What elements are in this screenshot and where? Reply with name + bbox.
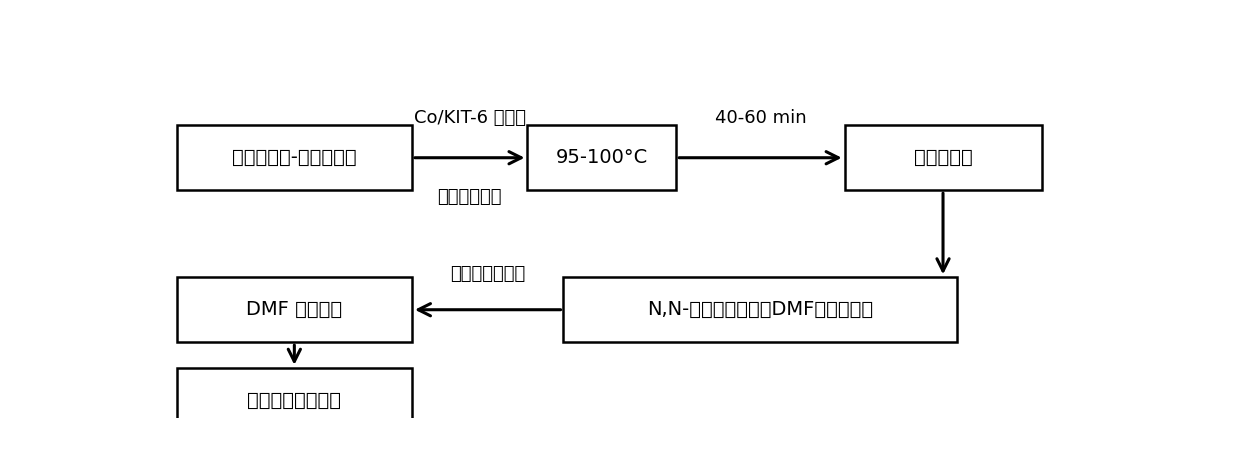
Text: 分离去除下层液: 分离去除下层液: [450, 265, 526, 282]
FancyBboxPatch shape: [563, 277, 957, 342]
FancyBboxPatch shape: [176, 125, 412, 190]
Text: DMF 二次洗涤: DMF 二次洗涤: [247, 300, 342, 319]
Text: N,N-二甲基甲酰胺（DMF）一次洗涤: N,N-二甲基甲酰胺（DMF）一次洗涤: [647, 300, 873, 319]
Text: 冷却，过滤: 冷却，过滤: [914, 148, 972, 167]
FancyBboxPatch shape: [176, 277, 412, 342]
Text: 95-100°C: 95-100°C: [556, 148, 649, 167]
FancyBboxPatch shape: [844, 125, 1042, 190]
FancyBboxPatch shape: [527, 125, 676, 190]
Text: 过氧化环己酮: 过氧化环己酮: [438, 188, 502, 206]
Text: 40-60 min: 40-60 min: [714, 109, 806, 127]
Text: 二苯并噻吩-正辛烷溶液: 二苯并噻吩-正辛烷溶液: [232, 148, 357, 167]
Text: Co/KIT-6 催化剂: Co/KIT-6 催化剂: [414, 109, 526, 127]
FancyBboxPatch shape: [176, 368, 412, 433]
Text: 分离取油相，检测: 分离取油相，检测: [247, 391, 341, 410]
